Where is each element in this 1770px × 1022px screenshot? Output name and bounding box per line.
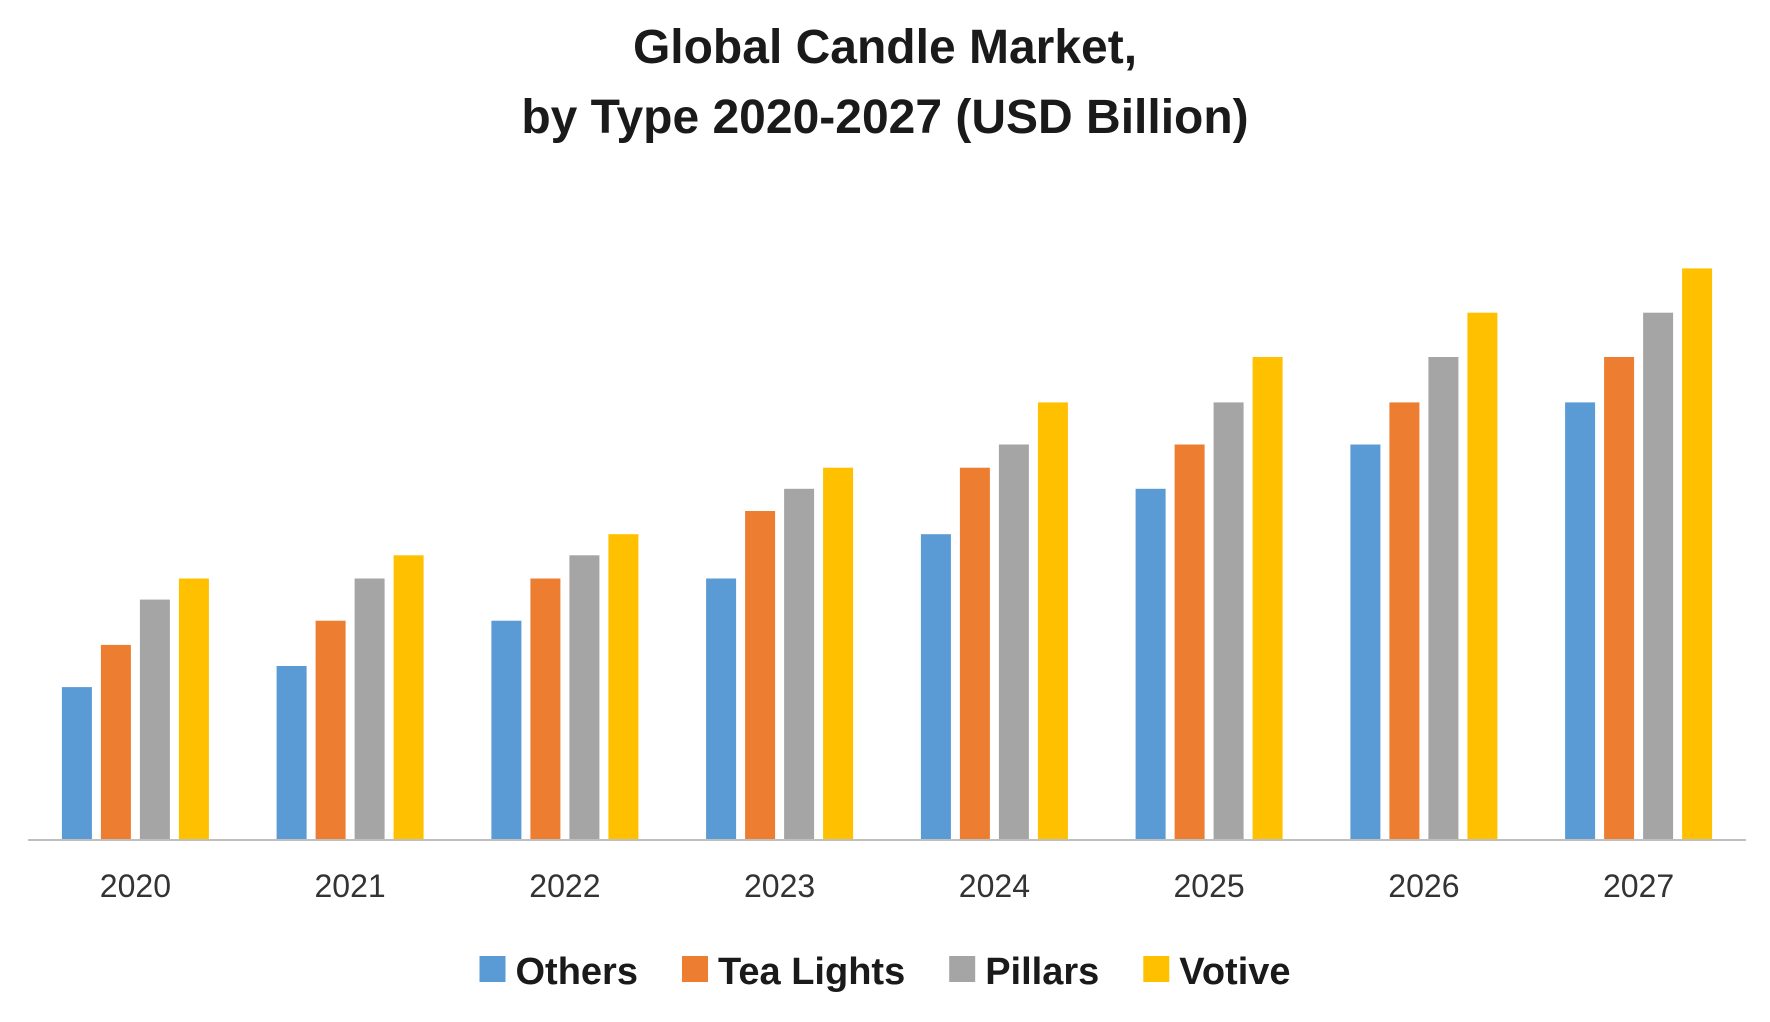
bars-layer xyxy=(61,268,1713,840)
bar-others-2027 xyxy=(1565,402,1596,840)
bar-votive-2024 xyxy=(1037,402,1068,840)
x-tick-label-2027: 2027 xyxy=(1603,868,1674,904)
bar-tea-lights-2026 xyxy=(1389,402,1420,840)
bar-others-2024 xyxy=(920,534,951,840)
bar-pillars-2021 xyxy=(354,578,385,840)
bar-votive-2025 xyxy=(1252,357,1283,840)
bar-others-2025 xyxy=(1135,488,1166,840)
x-tick-label-2021: 2021 xyxy=(315,868,386,904)
bar-tea-lights-2024 xyxy=(959,467,990,840)
legend-label: Votive xyxy=(1179,951,1290,993)
bar-pillars-2022 xyxy=(569,555,600,840)
bar-tea-lights-2022 xyxy=(530,578,561,840)
legend-item-pillars: Pillars xyxy=(949,951,1099,993)
bar-others-2020 xyxy=(61,687,92,840)
x-tick-labels: 2020 2021 2022 2023 2024 2025 2026 2027 xyxy=(100,868,1674,904)
bar-pillars-2023 xyxy=(784,488,815,840)
chart-subtitle: by Type 2020-2027 (USD Billion) xyxy=(521,91,1248,144)
bar-pillars-2025 xyxy=(1213,402,1244,840)
bar-tea-lights-2025 xyxy=(1174,444,1205,840)
x-tick-label-2024: 2024 xyxy=(959,868,1030,904)
bar-votive-2027 xyxy=(1682,268,1713,840)
bar-votive-2026 xyxy=(1467,312,1498,840)
bar-tea-lights-2021 xyxy=(315,620,346,840)
bar-votive-2020 xyxy=(178,578,209,840)
legend-item-others: Others xyxy=(479,951,638,993)
bar-tea-lights-2023 xyxy=(745,511,776,840)
bar-votive-2023 xyxy=(823,467,854,840)
bar-pillars-2024 xyxy=(998,444,1029,840)
legend-item-votive: Votive xyxy=(1143,951,1291,993)
bar-others-2023 xyxy=(706,578,737,840)
x-tick-label-2020: 2020 xyxy=(100,868,171,904)
x-tick-label-2022: 2022 xyxy=(529,868,600,904)
bar-others-2026 xyxy=(1350,444,1381,840)
legend-label: Tea Lights xyxy=(718,951,905,993)
legend-label: Others xyxy=(516,951,638,993)
bar-others-2021 xyxy=(276,666,307,840)
bar-votive-2021 xyxy=(393,555,424,840)
x-tick-label-2025: 2025 xyxy=(1174,868,1245,904)
x-tick-label-2026: 2026 xyxy=(1388,868,1459,904)
legend-swatch xyxy=(682,956,708,982)
bar-pillars-2027 xyxy=(1643,312,1674,840)
bar-pillars-2026 xyxy=(1428,357,1459,840)
bar-votive-2022 xyxy=(608,534,639,840)
bar-others-2022 xyxy=(491,620,522,840)
bar-pillars-2020 xyxy=(139,599,170,840)
legend-swatch xyxy=(479,956,506,982)
legend-swatch xyxy=(1143,956,1170,982)
bar-tea-lights-2027 xyxy=(1604,357,1635,840)
legend-label: Pillars xyxy=(985,951,1099,993)
legend: Others Tea Lights Pillars Votive xyxy=(479,951,1291,993)
legend-item-tea-lights: Tea Lights xyxy=(682,951,905,993)
x-tick-label-2023: 2023 xyxy=(744,868,815,904)
legend-swatch xyxy=(949,956,976,982)
bar-tea-lights-2020 xyxy=(100,644,131,840)
chart-title: Global Candle Market, xyxy=(633,21,1137,74)
